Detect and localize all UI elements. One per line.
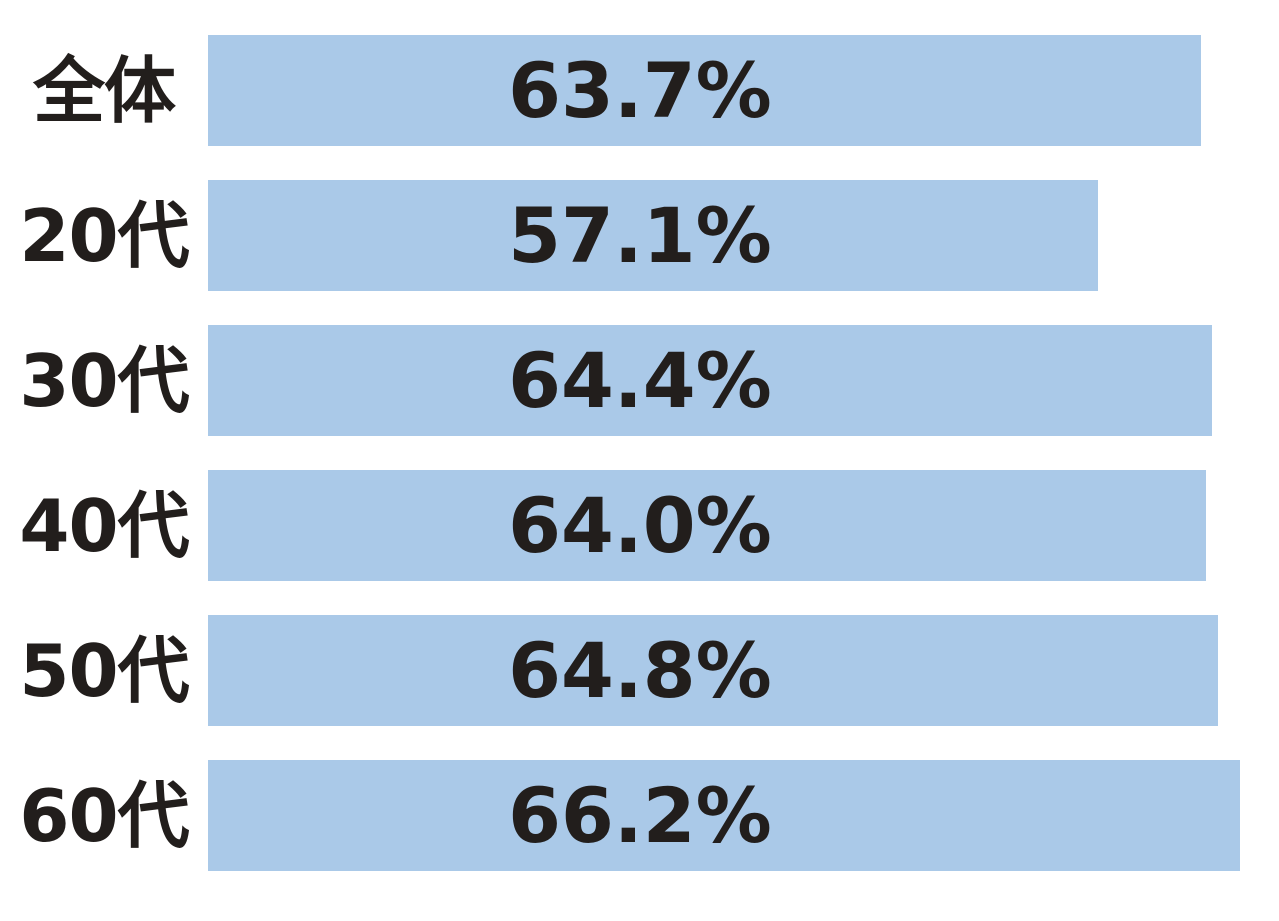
bar-value-label: 66.2% — [508, 770, 772, 860]
category-label: 30代 — [19, 338, 189, 423]
bar: 66.2% — [208, 760, 1241, 871]
bar: 64.4% — [208, 325, 1212, 436]
bar: 57.1% — [208, 180, 1099, 291]
bar-value-label: 64.0% — [508, 480, 772, 570]
bar-row: 40代 64.0% — [0, 470, 1279, 581]
category-label: 全体 — [32, 48, 176, 133]
category-label: 20代 — [19, 193, 189, 278]
bar-rows: 全体 63.7% 20代 57.1% 30代 64.4% — [0, 35, 1279, 871]
category-label: 40代 — [19, 483, 189, 568]
bar-row: 50代 64.8% — [0, 615, 1279, 726]
category-label: 50代 — [19, 628, 189, 713]
bar-value-label: 63.7% — [508, 45, 772, 135]
bar-track: 63.7% — [208, 35, 1279, 146]
bar-row: 30代 64.4% — [0, 325, 1279, 436]
bar-track: 64.0% — [208, 470, 1279, 581]
bar-value-label: 64.4% — [508, 335, 772, 425]
bar-row: 60代 66.2% — [0, 760, 1279, 871]
bar-track: 57.1% — [208, 180, 1279, 291]
bar-value-label: 64.8% — [508, 625, 772, 715]
bar-row: 20代 57.1% — [0, 180, 1279, 291]
bar: 64.0% — [208, 470, 1206, 581]
category-label: 60代 — [19, 773, 189, 858]
bar-row: 全体 63.7% — [0, 35, 1279, 146]
bar-track: 66.2% — [208, 760, 1279, 871]
bar-value-label: 57.1% — [508, 190, 772, 280]
bar: 64.8% — [208, 615, 1219, 726]
bar-track: 64.8% — [208, 615, 1279, 726]
bar-track: 64.4% — [208, 325, 1279, 436]
bar: 63.7% — [208, 35, 1202, 146]
